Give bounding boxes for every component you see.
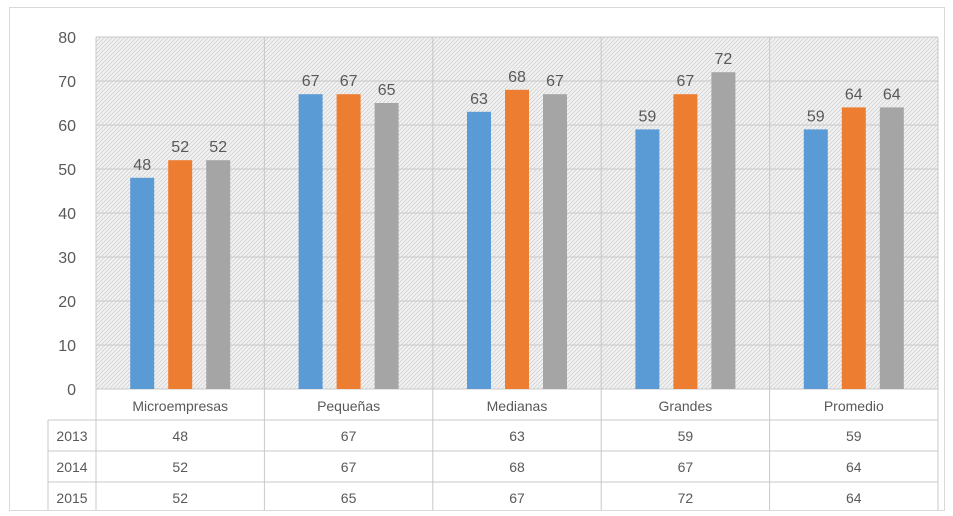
bar-2013-3 (635, 129, 660, 389)
table-cell-2013-4: 59 (846, 428, 862, 444)
data-label-2014-2: 68 (508, 69, 526, 86)
bar-2014-3 (673, 94, 698, 389)
bar-2015-0 (206, 160, 231, 389)
y-tick-label-40: 40 (58, 206, 76, 223)
category-label-1: Pequeñas (317, 398, 380, 414)
table-cell-2014-1: 67 (341, 459, 357, 475)
data-label-2013-2: 63 (470, 91, 488, 108)
data-label-2014-3: 67 (677, 73, 695, 90)
table-cell-2014-4: 64 (846, 459, 862, 475)
legend-entry-2013: 2013 (56, 428, 87, 444)
y-tick-label-70: 70 (58, 74, 76, 91)
legend-entry-2014: 2014 (56, 459, 87, 475)
y-tick-label-60: 60 (58, 118, 76, 135)
table-cell-2014-2: 68 (509, 459, 525, 475)
table-cell-2013-3: 59 (678, 428, 694, 444)
bar-2014-2 (505, 89, 529, 390)
category-label-0: Microempresas (132, 398, 228, 414)
data-label-2015-1: 65 (378, 82, 396, 99)
y-tick-label-0: 0 (67, 382, 76, 399)
bar-2013-2 (467, 111, 491, 390)
data-label-2015-2: 67 (546, 73, 564, 90)
bar-2015-2 (543, 94, 567, 389)
y-tick-label-10: 10 (58, 338, 76, 355)
table-cell-2015-2: 67 (509, 490, 525, 506)
data-label-2013-4: 59 (807, 108, 825, 125)
bar-2013-1 (298, 94, 323, 389)
table-cell-2015-4: 64 (846, 490, 862, 506)
data-label-2014-0: 52 (171, 139, 189, 156)
data-label-2015-4: 64 (883, 86, 901, 103)
table-cell-2015-0: 52 (172, 490, 188, 506)
table-cell-2013-1: 67 (341, 428, 357, 444)
data-label-2015-0: 52 (209, 139, 227, 156)
bar-2013-0 (130, 177, 155, 389)
bar-2014-1 (336, 94, 361, 389)
category-label-2: Medianas (487, 398, 548, 414)
category-label-4: Promedio (824, 398, 884, 414)
table-cell-2015-3: 72 (678, 490, 694, 506)
table-cell-2013-2: 63 (509, 428, 525, 444)
bar-2015-4 (879, 107, 904, 390)
data-label-2013-0: 48 (133, 157, 151, 174)
table-cell-2015-1: 65 (341, 490, 357, 506)
table-cell-2014-3: 67 (678, 459, 694, 475)
y-tick-label-20: 20 (58, 294, 76, 311)
table-cell-2014-0: 52 (172, 459, 188, 475)
data-label-2013-3: 59 (639, 108, 657, 125)
y-tick-label-50: 50 (58, 162, 76, 179)
y-tick-label-80: 80 (58, 30, 76, 47)
data-label-2014-1: 67 (340, 73, 358, 90)
legend-entry-2015: 2015 (56, 490, 87, 506)
bar-2015-1 (374, 103, 399, 389)
bar-2013-4 (803, 129, 828, 389)
data-label-2015-3: 72 (715, 51, 733, 68)
y-tick-label-30: 30 (58, 250, 76, 267)
bar-2015-3 (711, 72, 736, 389)
data-label-2014-4: 64 (845, 86, 863, 103)
bar-2014-4 (841, 107, 866, 390)
bar-2014-0 (168, 160, 193, 389)
chart-svg: 48 52 52 67 67 65 63 68 67 59 67 72 59 64 64 0 10 20 30 40… (47, 30, 939, 510)
chart-frame: 48 52 52 67 67 65 63 68 67 59 67 72 59 64 64 0 10 20 30 40… (9, 7, 945, 511)
category-label-3: Grandes (659, 398, 713, 414)
table-cell-2013-0: 48 (172, 428, 188, 444)
data-label-2013-1: 67 (302, 73, 320, 90)
